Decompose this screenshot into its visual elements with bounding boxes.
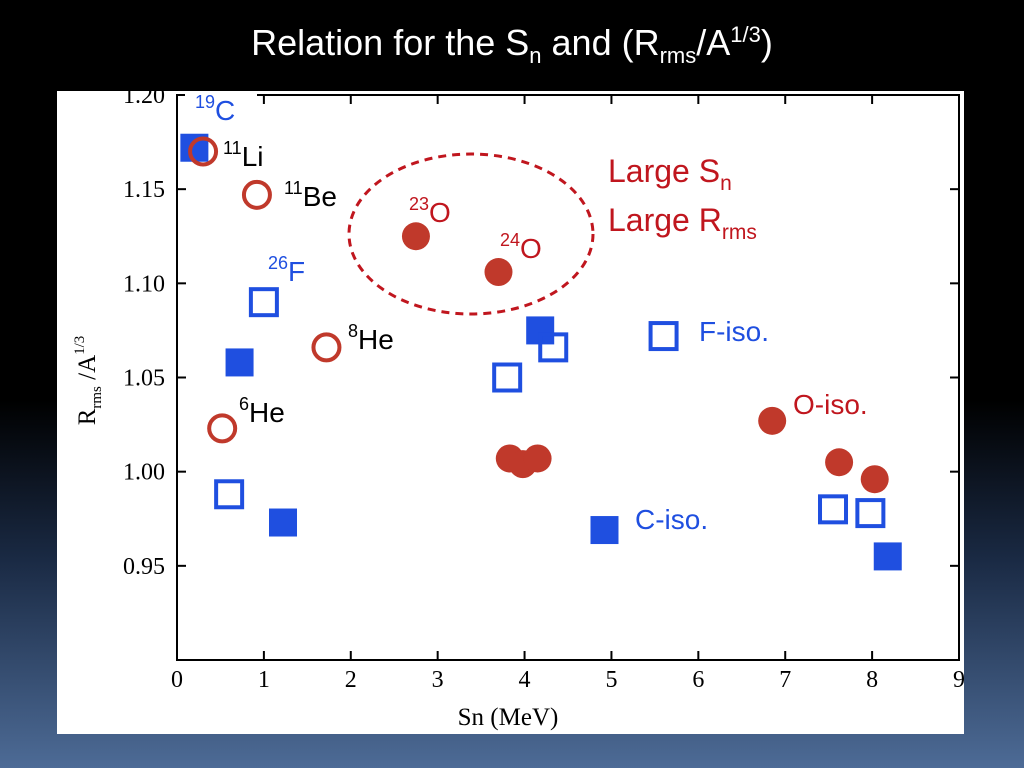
large-rrms-label: Large Rrms: [608, 202, 757, 244]
c19-label-sup: 19: [195, 92, 215, 112]
title-prefix: Relation for the S: [251, 22, 530, 63]
he6-label-text: He: [249, 397, 285, 428]
title-sub-rms: rms: [659, 43, 697, 69]
y-label-sub: rms: [89, 386, 105, 409]
light-nucleus-point: [241, 179, 272, 210]
he6-label: 6He: [239, 394, 285, 428]
x-tick-label: 5: [605, 667, 617, 693]
light-nucleus-point: [207, 413, 238, 444]
o-iso-point: [825, 448, 854, 477]
li11-label-sup: 11: [223, 138, 242, 158]
title-suffix: ): [760, 22, 773, 63]
c19-label-text: C: [215, 95, 235, 126]
y-axis-label: Rrms /A1/3: [72, 336, 105, 426]
title-mid2: /A: [696, 22, 731, 63]
f26-label-text: F: [288, 256, 305, 287]
be11-label-sup: 11: [284, 178, 303, 198]
plot-panel: 0 1 2 3 4 5 6 7 8 9 1.20 1.15 1.10 1.05 1.00 0.95 Sn (Me…: [57, 91, 964, 734]
large-sn-sub: n: [720, 172, 732, 195]
c-iso-point: [269, 508, 298, 537]
o-iso-point: [758, 406, 787, 435]
y-label-mid: /A: [74, 355, 101, 386]
f-iso-point: [538, 332, 569, 363]
o23-label-sup: 23: [409, 194, 429, 214]
x-tick-label: 8: [866, 667, 878, 693]
x-tick-label: 9: [953, 667, 964, 693]
x-tick-label: 2: [345, 667, 357, 693]
highlight-ellipse: [347, 152, 595, 316]
o-iso-point: [860, 465, 889, 494]
c-iso-point: [590, 516, 619, 545]
slide-title: Relation for the Sn and (Rrms/A1/3): [0, 22, 1024, 69]
o24-label-text: O: [520, 233, 542, 264]
x-axis-label: Sn (MeV): [458, 704, 559, 731]
title-sup: 1/3: [730, 22, 761, 47]
f-iso-point: [248, 287, 279, 318]
f-iso-label: F-iso.: [699, 316, 769, 347]
c-iso-label: C-iso.: [635, 504, 708, 535]
he8-label-sup: 8: [348, 321, 358, 341]
y-tick-label: 1.05: [123, 366, 165, 392]
f-iso-point: [492, 362, 523, 393]
o24-label-sup: 24: [500, 230, 520, 250]
light-nucleus-point: [188, 136, 219, 167]
title-sub-n: n: [529, 43, 542, 69]
y-tick-label: 1.00: [123, 460, 165, 486]
c19-label-box: [185, 91, 257, 127]
li11-label: 11Li: [223, 138, 263, 172]
be11-label-text: Be: [303, 181, 337, 212]
large-sn-label: Large Sn: [608, 153, 732, 195]
light-nucleus-point: [311, 332, 342, 363]
f-iso-point: [214, 479, 245, 510]
x-tick-label: 7: [779, 667, 791, 693]
c19-label: 19C: [195, 92, 235, 126]
large-sn-text: Large S: [608, 153, 720, 189]
he8-label-text: He: [358, 324, 394, 355]
c-iso-point: [225, 348, 254, 377]
he6-label-sup: 6: [239, 394, 249, 414]
x-tick-label: 0: [171, 667, 183, 693]
f26-label: 26F: [268, 253, 305, 287]
o24-label: 24O: [500, 230, 542, 264]
y-label-main: R: [74, 408, 101, 425]
li11-label-text: Li: [242, 141, 264, 172]
large-rrms-sub: rms: [722, 221, 757, 244]
f-iso-point: [818, 494, 849, 525]
o-iso-point: [484, 258, 513, 287]
y-tick-label: 0.95: [123, 554, 165, 580]
x-tick-label: 1: [258, 667, 270, 693]
o23-label: 23O: [409, 194, 451, 228]
f-iso-point: [855, 498, 886, 529]
y-tick-label: 1.15: [123, 177, 165, 203]
f-iso-point: [648, 321, 679, 352]
he8-label: 8He: [348, 321, 394, 355]
o-iso-point: [523, 444, 552, 473]
x-tick-label: 3: [432, 667, 444, 693]
o23-label-text: O: [429, 197, 451, 228]
title-mid: and (R: [541, 22, 660, 63]
y-tick-label: 1.20: [123, 91, 165, 109]
y-label-sup: 1/3: [72, 336, 88, 355]
large-rrms-text: Large R: [608, 202, 722, 238]
y-tick-label: 1.10: [123, 271, 165, 297]
be11-label: 11Be: [284, 178, 337, 212]
c-iso-point: [873, 542, 902, 571]
x-tick-label: 4: [519, 667, 531, 693]
f26-label-sup: 26: [268, 253, 288, 273]
o-iso-label: O-iso.: [793, 389, 868, 420]
o-iso-point: [401, 222, 430, 251]
x-tick-label: 6: [692, 667, 704, 693]
